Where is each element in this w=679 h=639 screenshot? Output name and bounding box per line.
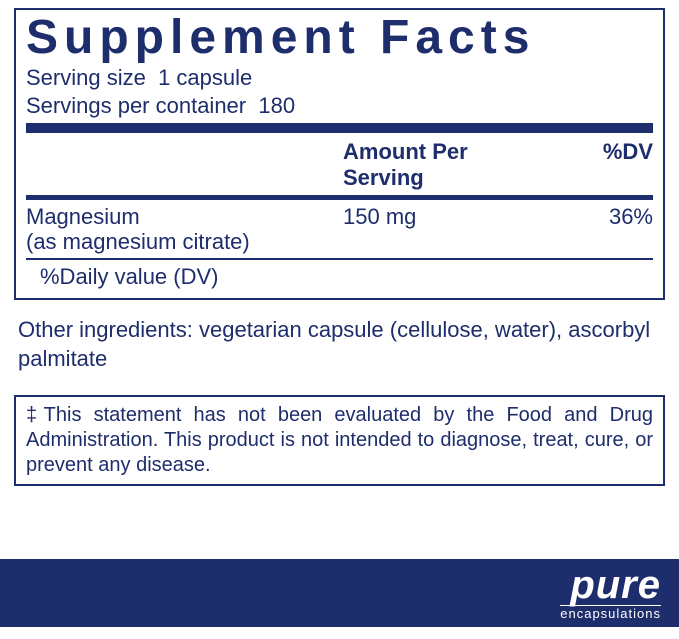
column-header-dv: %DV xyxy=(543,139,653,191)
servings-per-container-label: Servings per container xyxy=(26,93,246,118)
brand-subtitle: encapsulations xyxy=(560,605,661,620)
footer-bar: pure encapsulations xyxy=(0,559,679,627)
brand-block: pure encapsulations xyxy=(560,567,661,620)
other-ingredients: Other ingredients: vegetarian capsule (c… xyxy=(18,316,661,373)
serving-size-label: Serving size xyxy=(26,65,146,90)
column-header-amount: Amount Per Serving xyxy=(343,139,543,191)
servings-per-container-line: Servings per container 180 xyxy=(26,92,653,120)
dv-footnote: %Daily value (DV) xyxy=(26,262,653,292)
fda-disclaimer: ‡This statement has not been evaluated b… xyxy=(14,395,665,486)
divider-thick xyxy=(26,123,653,133)
column-spacer xyxy=(26,139,343,191)
divider-thin xyxy=(26,258,653,260)
nutrient-amount: 150 mg xyxy=(343,204,543,230)
nutrient-dv: 36% xyxy=(543,204,653,230)
nutrient-sub-name: (as magnesium citrate) xyxy=(26,230,343,256)
table-row: Magnesium (as magnesium citrate) 150 mg … xyxy=(26,202,653,256)
supplement-facts-panel: Supplement Facts Serving size 1 capsule … xyxy=(14,8,665,300)
panel-title: Supplement Facts xyxy=(26,10,653,64)
serving-size-value: 1 capsule xyxy=(158,65,252,90)
column-header-row: Amount Per Serving %DV xyxy=(26,137,653,193)
servings-per-container-value: 180 xyxy=(258,93,295,118)
divider-medium xyxy=(26,195,653,200)
nutrient-name: Magnesium xyxy=(26,204,343,230)
brand-name: pure xyxy=(560,567,661,603)
serving-size-line: Serving size 1 capsule xyxy=(26,64,653,92)
nutrient-name-cell: Magnesium (as magnesium citrate) xyxy=(26,204,343,256)
